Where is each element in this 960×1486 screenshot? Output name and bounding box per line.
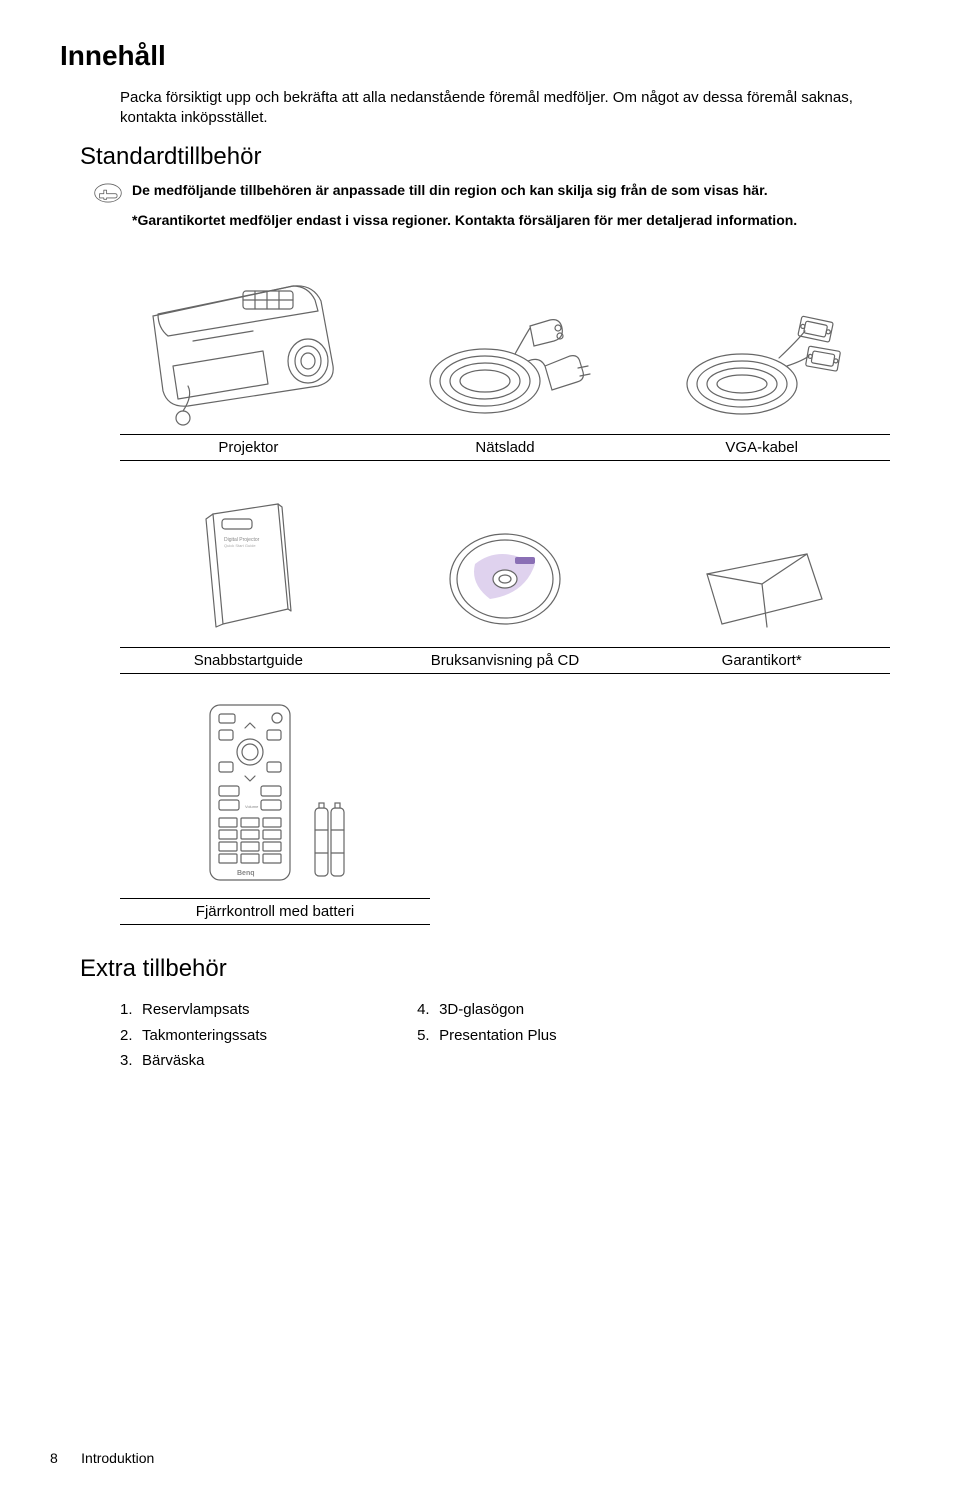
remote-group: Volume Benq Fjä: [120, 700, 430, 925]
list-item: 1.Reservlampsats: [120, 997, 267, 1023]
svg-text:Benq: Benq: [237, 870, 255, 877]
label-power-cord: Nätsladd: [377, 439, 634, 456]
items-group-1: Projektor Nätsladd VGA-kabel: [120, 256, 890, 461]
section-extra-heading: Extra tillbehör: [80, 955, 900, 983]
label-projector: Projektor: [120, 439, 377, 456]
svg-text:Volume: Volume: [245, 804, 259, 809]
label-remote: Fjärrkontroll med batteri: [120, 903, 430, 920]
note-row-1: De medföljande tillbehören är anpassade …: [94, 181, 900, 203]
warranty-card-illustration: [633, 529, 890, 639]
intro-text: Packa försiktigt upp och bekräfta att al…: [120, 88, 900, 129]
labels-row-1: Projektor Nätsladd VGA-kabel: [120, 434, 890, 461]
label-quickstart: Snabbstartguide: [120, 652, 377, 669]
extra-lists: 1.Reservlampsats 2.Takmonteringssats 3.B…: [120, 997, 900, 1074]
power-cord-illustration: [377, 306, 634, 426]
section-standard-heading: Standardtillbehör: [80, 143, 900, 171]
footer-section-name: Introduktion: [81, 1450, 154, 1466]
label-cd: Bruksanvisning på CD: [377, 652, 634, 669]
labels-row-2: Snabbstartguide Bruksanvisning på CD Gar…: [120, 647, 890, 674]
extra-list-left: 1.Reservlampsats 2.Takmonteringssats 3.B…: [120, 997, 267, 1074]
labels-row-remote: Fjärrkontroll med batteri: [120, 898, 430, 925]
items-group-2: Digital Projector Quick Start Guide: [120, 487, 890, 674]
pointing-hand-icon: [94, 183, 122, 203]
quickstart-guide-illustration: Digital Projector Quick Start Guide: [120, 489, 377, 639]
remote-control-illustration: Volume Benq: [195, 700, 305, 890]
page-footer: 8 Introduktion: [50, 1450, 154, 1466]
svg-text:Quick Start Guide: Quick Start Guide: [224, 543, 256, 548]
vga-cable-illustration: [633, 306, 890, 426]
projector-illustration: [120, 256, 377, 426]
note-text-2: *Garantikortet medföljer endast i vissa …: [132, 211, 900, 231]
note-text-1: De medföljande tillbehören är anpassade …: [132, 181, 768, 201]
list-item: 4.3D-glasögon: [417, 997, 557, 1023]
list-item: 3.Bärväska: [120, 1048, 267, 1074]
footer-page-number: 8: [50, 1450, 58, 1466]
batteries-illustration: [305, 790, 355, 890]
label-vga-cable: VGA-kabel: [633, 439, 890, 456]
cd-illustration: [377, 509, 634, 639]
extra-list-right: 4.3D-glasögon 5.Presentation Plus: [417, 997, 557, 1074]
list-item: 5.Presentation Plus: [417, 1023, 557, 1049]
label-warranty: Garantikort*: [633, 652, 890, 669]
list-item: 2.Takmonteringssats: [120, 1023, 267, 1049]
page-title: Innehåll: [60, 40, 900, 72]
